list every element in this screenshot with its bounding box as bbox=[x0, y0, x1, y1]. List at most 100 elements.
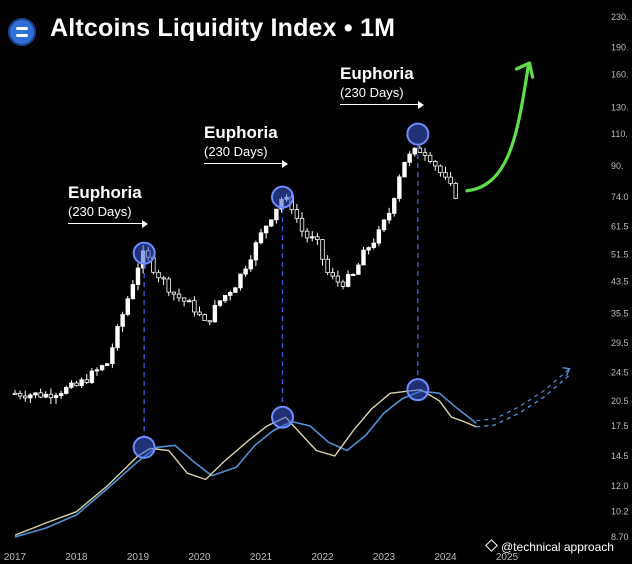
candle bbox=[125, 298, 130, 315]
candle bbox=[422, 152, 428, 156]
candle bbox=[443, 172, 448, 178]
x-tick-label: 2017 bbox=[4, 552, 27, 563]
indicator-peak-marker bbox=[271, 405, 295, 429]
candle bbox=[43, 393, 48, 398]
y-tick-label: 8.70 bbox=[611, 532, 629, 542]
euphoria-label: Euphoria bbox=[68, 183, 142, 202]
candle bbox=[412, 147, 417, 155]
arrow-right-icon bbox=[68, 220, 148, 228]
candle bbox=[304, 230, 310, 239]
candle bbox=[197, 311, 202, 316]
candle bbox=[376, 229, 382, 244]
candle bbox=[28, 394, 33, 399]
candle bbox=[120, 314, 125, 327]
x-tick-label: 2019 bbox=[127, 552, 150, 563]
indicator-fast-line bbox=[14, 388, 477, 536]
candle bbox=[315, 236, 320, 241]
candle bbox=[417, 147, 423, 154]
y-tick-label: 24.5 bbox=[611, 368, 629, 378]
y-tick-label: 10.2 bbox=[611, 507, 629, 517]
x-tick-label: 2023 bbox=[373, 552, 396, 563]
candle bbox=[366, 247, 371, 251]
euphoria-duration: (230 Days) bbox=[204, 144, 268, 159]
candle bbox=[74, 382, 79, 387]
x-tick-label: 2018 bbox=[65, 552, 88, 563]
candle bbox=[202, 314, 207, 322]
projection-arrow bbox=[465, 63, 531, 193]
candle bbox=[17, 393, 23, 397]
candle bbox=[161, 277, 166, 280]
candle bbox=[427, 154, 433, 162]
indicator-peak-marker bbox=[406, 378, 430, 402]
candle bbox=[381, 219, 387, 231]
candle bbox=[217, 300, 223, 306]
y-tick-label: 230. bbox=[611, 12, 629, 22]
candle bbox=[397, 176, 402, 199]
y-tick-label: 14.5 bbox=[611, 451, 629, 461]
projection-dashed-line bbox=[476, 369, 569, 422]
candle bbox=[340, 281, 346, 287]
x-tick-label: 2021 bbox=[250, 552, 273, 563]
candle bbox=[171, 291, 177, 295]
arrow-right-icon bbox=[204, 160, 288, 168]
arrowhead-icon bbox=[514, 61, 535, 79]
y-tick-label: 20.5 bbox=[611, 396, 629, 406]
candle bbox=[89, 370, 95, 383]
candle bbox=[99, 365, 105, 371]
candle bbox=[274, 208, 279, 221]
peak-markers bbox=[132, 122, 430, 459]
candle bbox=[181, 297, 187, 302]
indicator-lines bbox=[14, 388, 477, 538]
projection bbox=[465, 61, 571, 428]
indicator-slow-line bbox=[14, 390, 477, 538]
x-tick-label: 2020 bbox=[188, 552, 211, 563]
candle bbox=[243, 268, 248, 275]
euphoria-annotation-2: Euphoria (230 Days) bbox=[204, 123, 288, 168]
candle bbox=[110, 347, 115, 365]
candle bbox=[130, 284, 136, 300]
x-tick-label: 2024 bbox=[434, 552, 457, 563]
euphoria-label: Euphoria bbox=[204, 123, 278, 142]
candle bbox=[407, 153, 412, 163]
euphoria-duration: (230 Days) bbox=[340, 85, 404, 100]
indicator-peak-marker bbox=[132, 435, 156, 459]
candle bbox=[105, 363, 110, 366]
candle bbox=[12, 392, 18, 395]
candle bbox=[228, 292, 233, 296]
candle bbox=[176, 293, 182, 299]
candle bbox=[269, 219, 274, 227]
candle bbox=[222, 294, 228, 302]
candle bbox=[187, 300, 192, 303]
y-tick-label: 29.5 bbox=[611, 338, 629, 348]
price-peak-marker bbox=[132, 241, 156, 265]
candle bbox=[166, 278, 171, 293]
arrow-right-icon bbox=[340, 101, 424, 109]
candle bbox=[402, 161, 407, 178]
projection-arrowhead bbox=[562, 366, 571, 376]
candle bbox=[212, 304, 218, 323]
watermark-text: @technical approach bbox=[501, 540, 614, 554]
candle bbox=[371, 242, 376, 248]
candle bbox=[53, 395, 59, 399]
price-peak-marker bbox=[271, 185, 295, 209]
y-tick-label: 74.0 bbox=[611, 192, 629, 202]
candle bbox=[69, 382, 74, 388]
candle bbox=[248, 259, 253, 270]
candle bbox=[94, 369, 100, 372]
y-tick-label: 110. bbox=[611, 129, 628, 139]
y-tick-label: 51.5 bbox=[611, 250, 629, 260]
y-tick-label: 17.5 bbox=[611, 421, 629, 431]
candle bbox=[299, 217, 305, 232]
candle bbox=[325, 258, 330, 274]
candle bbox=[58, 393, 64, 396]
y-tick-label: 130. bbox=[611, 103, 629, 113]
price-peak-marker bbox=[406, 122, 430, 146]
diamond-icon bbox=[485, 539, 498, 552]
candle bbox=[23, 395, 28, 399]
candle bbox=[38, 392, 43, 398]
candle bbox=[294, 209, 300, 219]
x-tick-label: 2025 bbox=[496, 552, 519, 563]
projection-dashed-line bbox=[476, 375, 569, 428]
candle bbox=[345, 274, 351, 287]
